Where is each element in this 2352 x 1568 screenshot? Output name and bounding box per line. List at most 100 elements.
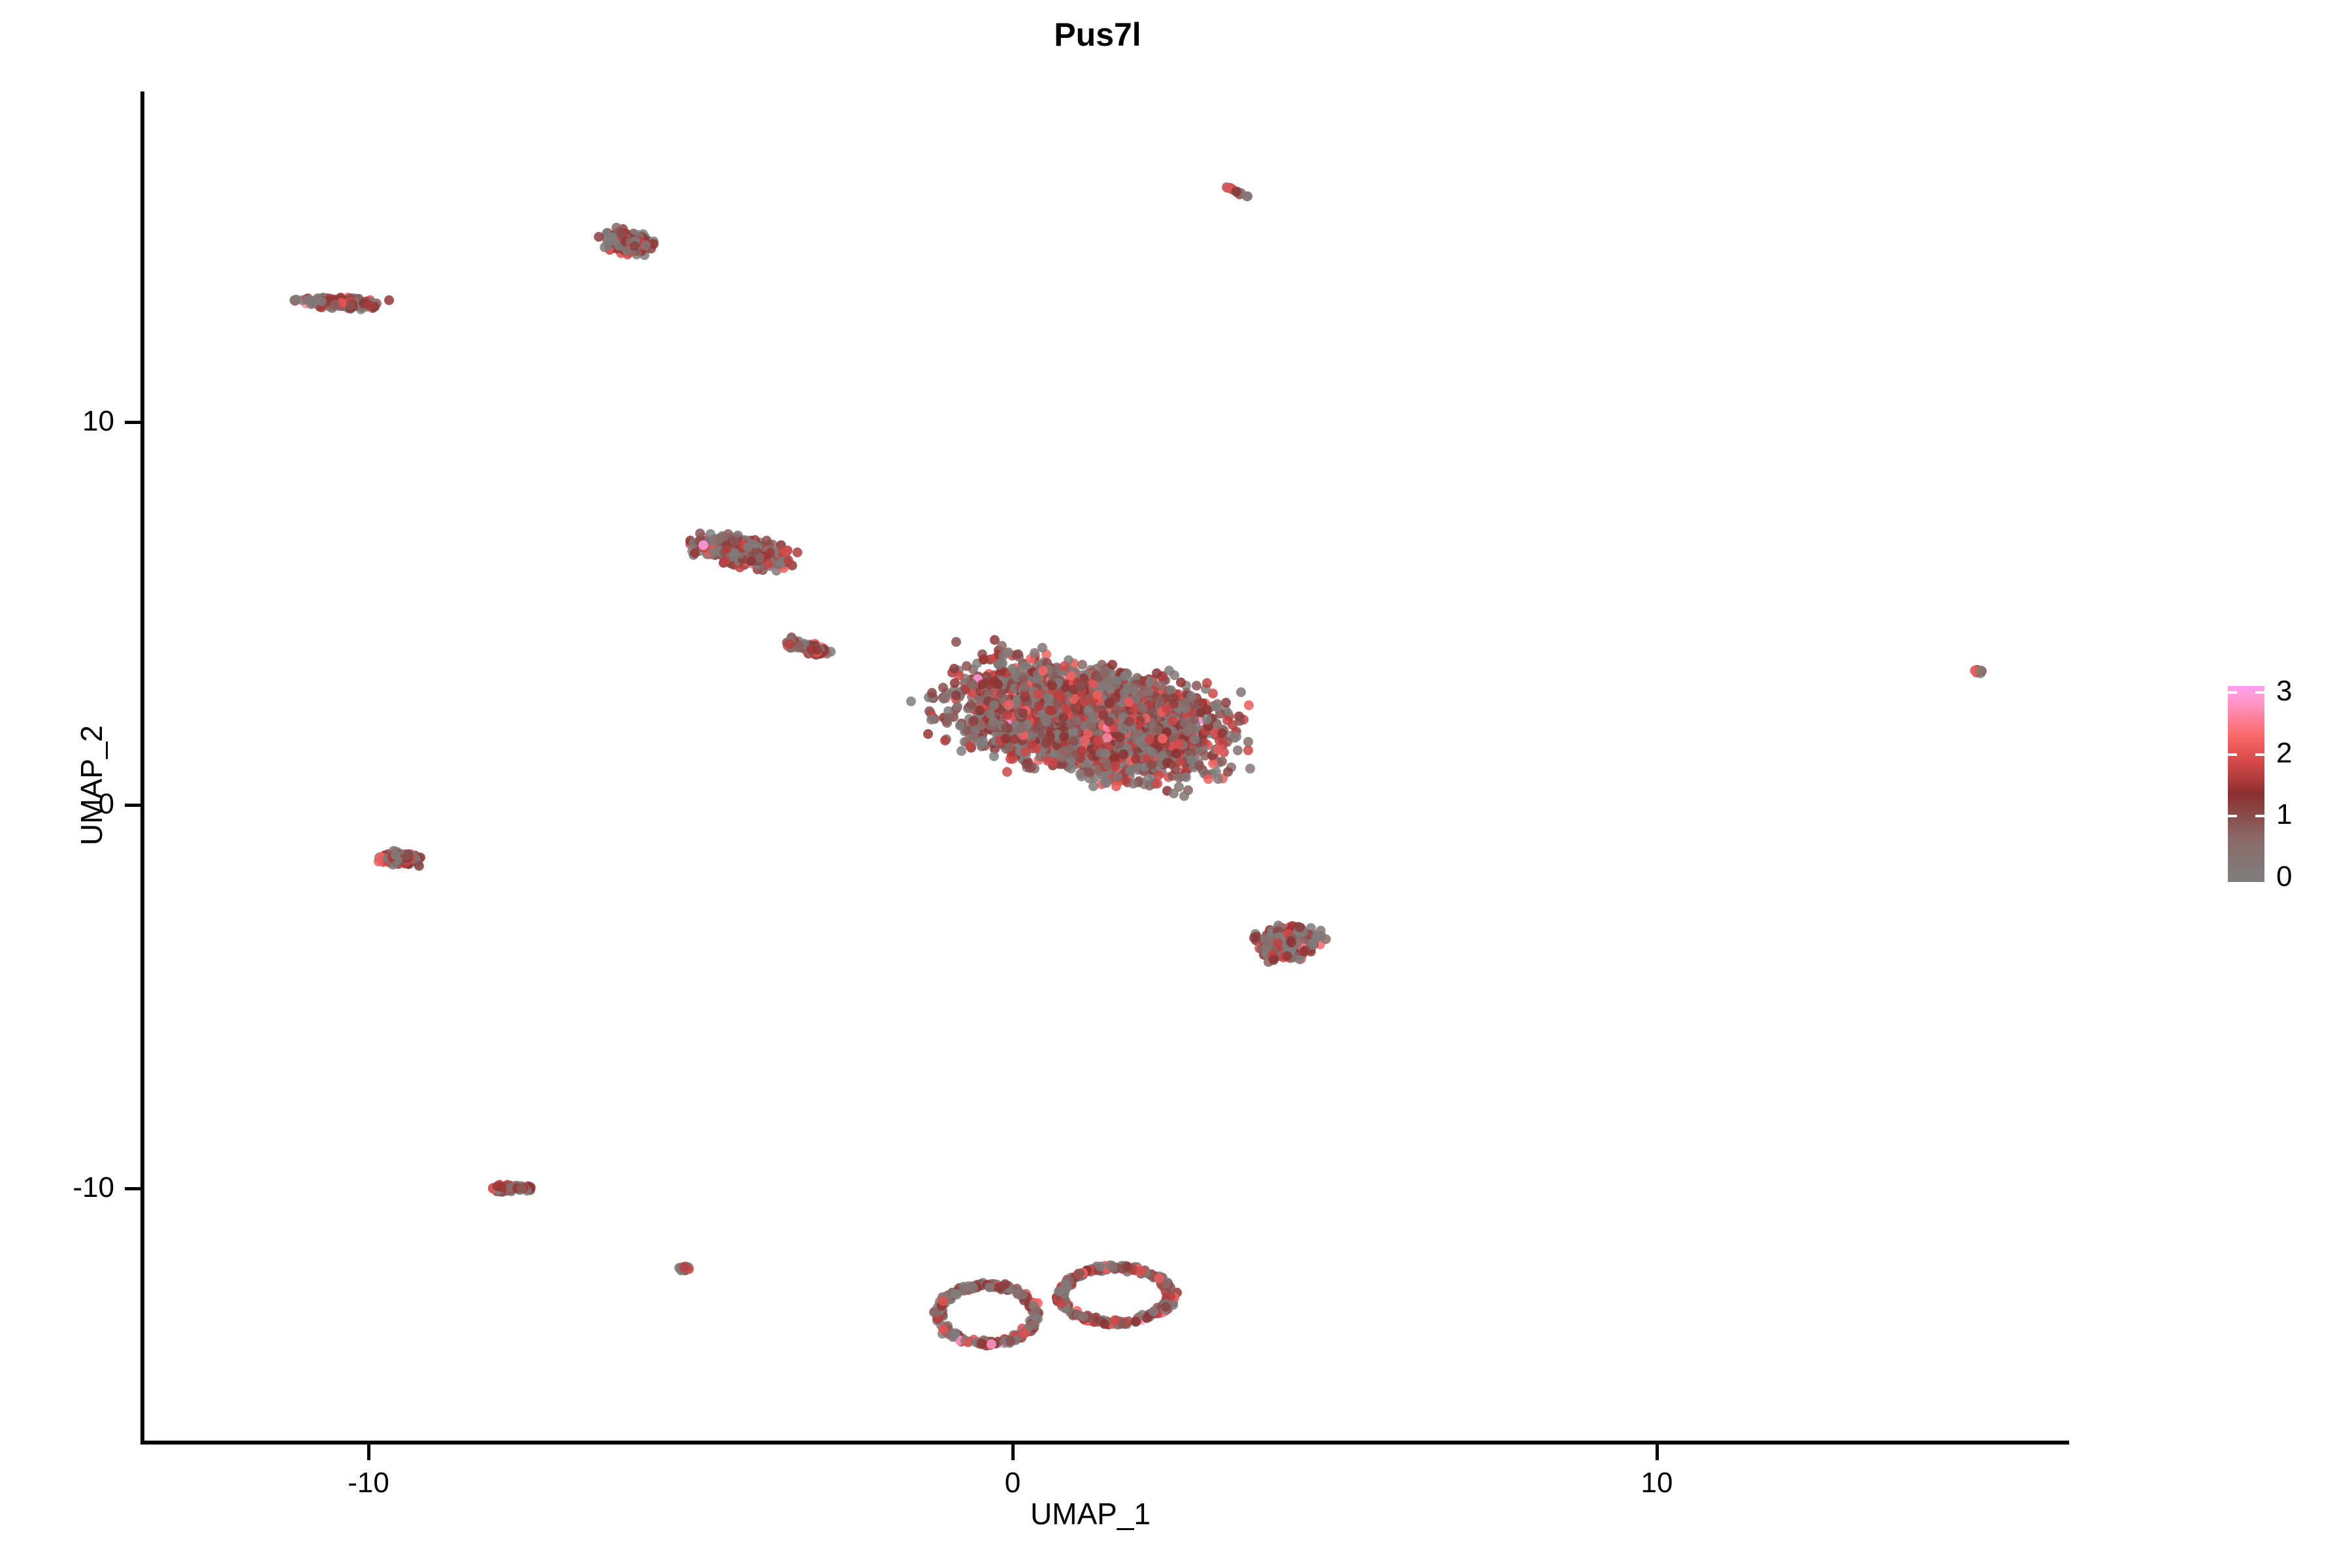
scatter-point: [979, 654, 989, 664]
scatter-point: [1042, 756, 1053, 766]
scatter-point: [1019, 661, 1029, 671]
scatter-point: [1203, 774, 1213, 785]
scatter-point: [1084, 768, 1094, 778]
scatter-point: [956, 746, 966, 757]
scatter-point: [1161, 703, 1171, 713]
scatter-point: [1201, 678, 1212, 688]
scatter-point: [968, 679, 978, 690]
scatter-point: [1154, 770, 1164, 780]
scatter-point: [1047, 705, 1058, 715]
scatter-point: [1236, 687, 1247, 698]
scatter-point: [1273, 938, 1283, 948]
scatter-point: [1003, 647, 1013, 657]
scatter-point: [1104, 697, 1115, 708]
scatter-point: [414, 860, 424, 871]
scatter-point: [745, 556, 756, 566]
scatter-point: [993, 660, 1004, 670]
scatter-point: [1147, 747, 1158, 758]
scatter-point: [1192, 681, 1202, 691]
scatter-point: [1045, 732, 1055, 742]
scatter-point: [291, 294, 301, 304]
scatter-point: [1076, 745, 1086, 756]
scatter-point: [1223, 766, 1233, 777]
scatter-point: [992, 679, 1003, 690]
scatter-point: [1007, 664, 1017, 674]
scatter-point: [940, 736, 951, 746]
scatter-point: [1115, 732, 1125, 742]
scatter-point: [384, 295, 394, 305]
scatter-point: [1167, 715, 1177, 726]
scatter-point: [764, 559, 774, 569]
scatter-point: [1220, 697, 1231, 708]
scatter-point: [968, 716, 979, 727]
scatter-point: [1217, 728, 1227, 739]
scatter-point: [1138, 703, 1149, 713]
scatter-point: [390, 849, 400, 860]
scatter-point: [1282, 951, 1293, 961]
scatter-point: [373, 856, 384, 866]
scatter-point: [1077, 659, 1087, 670]
scatter-point: [1169, 789, 1179, 799]
scatter-point: [952, 701, 962, 711]
scatter-point: [1243, 745, 1254, 755]
scatter-point: [965, 740, 975, 751]
scatter-point: [1299, 946, 1309, 956]
scatter-point: [345, 301, 355, 311]
scatter-point: [1113, 771, 1123, 781]
scatter-point: [1002, 766, 1012, 777]
scatter-point: [974, 706, 985, 716]
scatter-point: [1211, 702, 1222, 712]
scatter-point: [1234, 716, 1245, 727]
scatter-point: [599, 242, 610, 252]
scatter-point: [714, 534, 725, 544]
scatter-point: [926, 714, 937, 725]
scatter-point: [989, 751, 1000, 762]
scatter-point: [951, 690, 961, 700]
scatter-point: [1233, 745, 1243, 756]
scatter-point: [1094, 735, 1104, 745]
scatter-point: [906, 696, 917, 706]
scatter-point: [1037, 666, 1048, 676]
scatter-point: [690, 547, 700, 558]
scatter-point: [497, 1182, 507, 1192]
scatter-point: [1174, 738, 1184, 749]
scatter-point: [1179, 791, 1190, 801]
scatter-point: [1232, 731, 1242, 742]
scatter-point: [784, 638, 794, 649]
scatter-point: [1162, 757, 1173, 768]
scatter-point: [1189, 734, 1200, 745]
scatter-point: [943, 712, 954, 723]
scatter-point: [1217, 757, 1227, 767]
scatter-point: [1001, 733, 1011, 743]
scatter-point: [1047, 681, 1057, 691]
scatter-point: [1245, 764, 1255, 774]
scatter-point: [926, 688, 937, 698]
scatter-point: [811, 645, 822, 655]
scatter-point: [1102, 732, 1113, 743]
scatter-point: [1144, 734, 1154, 745]
scatter-point: [1186, 691, 1196, 701]
scatter-point: [1087, 711, 1098, 722]
scatter-point: [764, 548, 775, 559]
scatter-point: [1043, 693, 1054, 703]
scatter-point: [1102, 778, 1112, 789]
scatter-point: [1059, 731, 1070, 742]
scatter-point: [593, 231, 604, 242]
scatter-point: [1107, 659, 1117, 670]
scatter-point: [1128, 778, 1138, 789]
scatter-point: [630, 240, 640, 251]
scatter-point: [984, 679, 994, 690]
scatter-point: [783, 555, 793, 565]
scatter-point: [1092, 689, 1102, 700]
scatter-point: [1066, 764, 1076, 774]
plot-panel: [143, 91, 2069, 1441]
scatter-point: [615, 228, 626, 238]
scatter-point: [792, 547, 803, 557]
scatter-point: [1241, 191, 1252, 201]
scatter-point: [1130, 754, 1141, 764]
scatter-point: [1128, 683, 1138, 694]
scatter-point: [951, 636, 962, 647]
scatter-point: [1186, 755, 1196, 765]
scatter-point: [782, 546, 792, 556]
scatter-point: [1118, 749, 1128, 759]
